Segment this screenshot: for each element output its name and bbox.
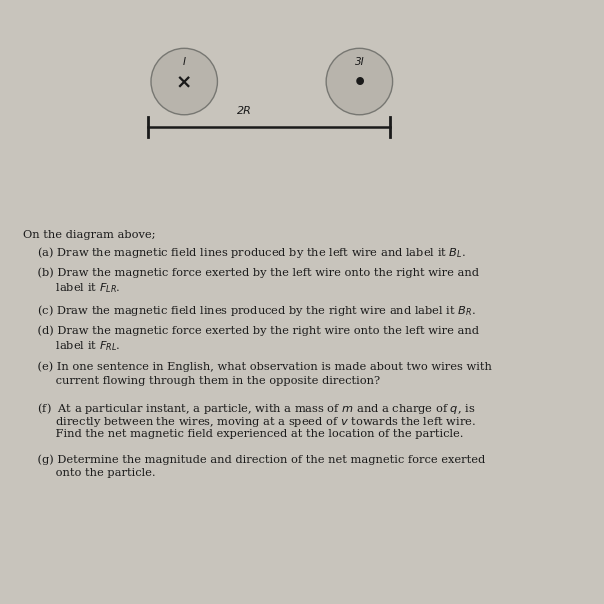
Text: (f)  At a particular instant, a particle, with a mass of $m$ and a charge of $q$: (f) At a particular instant, a particle,… bbox=[23, 401, 475, 416]
Text: label it $F_{LR}$.: label it $F_{LR}$. bbox=[23, 281, 120, 295]
Text: (g) Determine the magnitude and direction of the net magnetic force exerted: (g) Determine the magnitude and directio… bbox=[23, 454, 485, 464]
Text: current flowing through them in the opposite direction?: current flowing through them in the oppo… bbox=[23, 376, 380, 386]
Text: label it $F_{RL}$.: label it $F_{RL}$. bbox=[23, 339, 120, 353]
Text: Find the net magnetic field experienced at the location of the particle.: Find the net magnetic field experienced … bbox=[23, 429, 463, 439]
Text: 2R: 2R bbox=[237, 106, 252, 116]
Text: I: I bbox=[183, 57, 185, 66]
Text: •: • bbox=[352, 73, 367, 93]
Text: directly between the wires, moving at a speed of $v$ towards the left wire.: directly between the wires, moving at a … bbox=[23, 415, 476, 429]
Circle shape bbox=[326, 48, 393, 115]
Text: (e) In one sentence in English, what observation is made about two wires with: (e) In one sentence in English, what obs… bbox=[23, 362, 492, 372]
Text: (b) Draw the magnetic force exerted by the left wire onto the right wire and: (b) Draw the magnetic force exerted by t… bbox=[23, 267, 479, 277]
Text: ×: × bbox=[176, 74, 193, 92]
Circle shape bbox=[151, 48, 217, 115]
Text: (d) Draw the magnetic force exerted by the right wire onto the left wire and: (d) Draw the magnetic force exerted by t… bbox=[23, 326, 479, 336]
Text: (a) Draw the magnetic field lines produced by the left wire and label it $B_L$.: (a) Draw the magnetic field lines produc… bbox=[23, 245, 466, 260]
Text: onto the particle.: onto the particle. bbox=[23, 468, 156, 478]
Text: On the diagram above;: On the diagram above; bbox=[23, 230, 155, 240]
Text: (c) Draw the magnetic field lines produced by the right wire and label it $B_R$.: (c) Draw the magnetic field lines produc… bbox=[23, 303, 476, 318]
Text: 3I: 3I bbox=[355, 57, 364, 66]
